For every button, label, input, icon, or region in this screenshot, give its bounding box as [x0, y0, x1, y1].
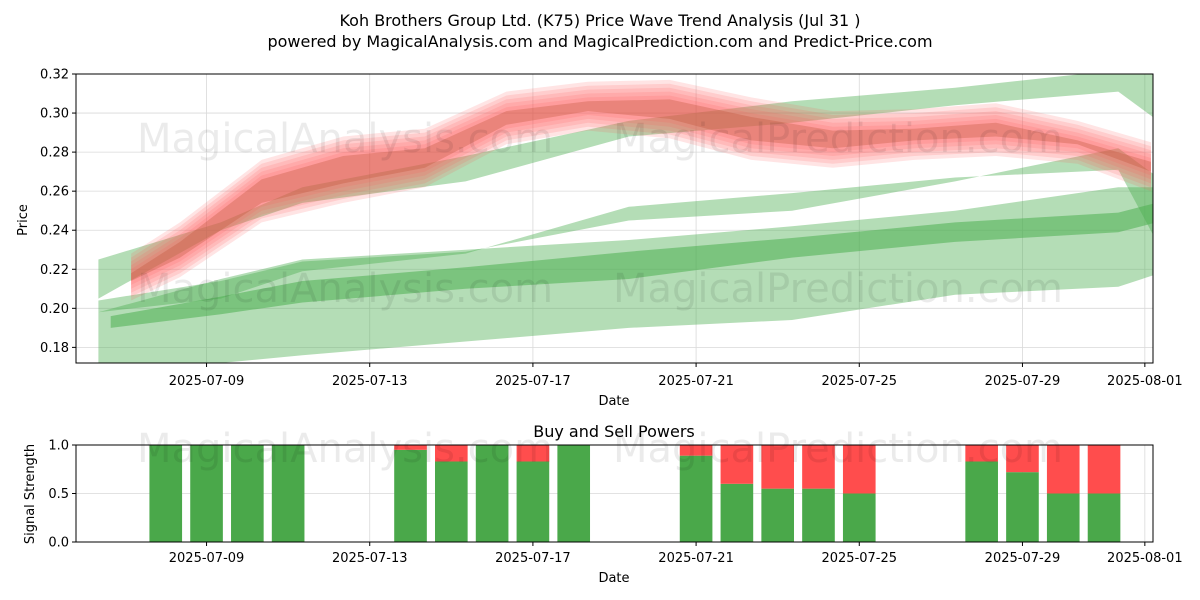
watermark-analysis-mid: MagicalAnalysis.com [137, 266, 553, 312]
sell-bar [720, 445, 754, 484]
buy-bar [965, 461, 998, 542]
powers-title: Buy and Sell Powers [533, 422, 695, 441]
sell-bar [802, 445, 835, 489]
watermark-analysis-bottom: MagicalAnalysis.com [137, 426, 553, 472]
price-ytick-label: 0.32 [40, 68, 69, 83]
buy-bar [475, 445, 509, 542]
price-ytick-label: 0.26 [40, 185, 69, 200]
powers-xtick-label: 2025-07-13 [332, 551, 408, 566]
chart-title: Koh Brothers Group Ltd. (K75) Price Wave… [339, 11, 860, 30]
powers-xtick-label: 2025-08-01 [1107, 551, 1183, 566]
price-ytick-label: 0.30 [40, 107, 69, 122]
powers-y-label: Signal Strength [23, 444, 38, 544]
price-bands [98, 74, 1153, 363]
price-axes: 0.18 0.20 0.22 0.24 0.26 0.28 0.30 0.32 2025-07-… [40, 68, 1183, 390]
buy-bar [679, 455, 713, 542]
red-wave-band [131, 95, 1152, 285]
buy-bar [271, 445, 305, 542]
powers-axes: 0.0 0.5 1.0 2025-07-09 2025-07-13 2025-07-17 2… [48, 439, 1182, 567]
price-xtick-label: 2025-07-29 [985, 374, 1061, 389]
powers-xtick-label: 2025-07-17 [495, 551, 571, 566]
sell-bar [842, 445, 876, 494]
powers-watermarks: MagicalAnalysis.com MagicalPrediction.co… [137, 426, 1063, 472]
price-ytick-label: 0.18 [40, 341, 69, 356]
price-plot-frame [75, 73, 1154, 364]
price-ytick-label: 0.22 [40, 263, 69, 278]
price-xtick-label: 2025-07-17 [495, 374, 571, 389]
sell-bar [965, 445, 998, 462]
green-wave-band [110, 203, 1153, 328]
red-wave-band [131, 91, 1152, 289]
red-wave-band [131, 83, 1152, 297]
sell-bar [1046, 445, 1080, 494]
buy-bar [190, 445, 223, 542]
sell-bar [394, 445, 427, 450]
buy-bar [435, 461, 468, 542]
buy-bar [1006, 472, 1039, 542]
buy-bar [1087, 493, 1121, 542]
buy-bar [557, 445, 591, 542]
powers-ytick-label: 0.5 [48, 487, 69, 502]
powers-bars [149, 445, 1121, 542]
sell-bar [1006, 445, 1039, 473]
price-xtick-label: 2025-07-09 [169, 374, 245, 389]
price-xtick-label: 2025-08-01 [1107, 374, 1183, 389]
powers-xtick-label: 2025-07-25 [821, 551, 897, 566]
buy-bar [516, 461, 550, 542]
sell-bar [516, 445, 550, 462]
green-wave-band [98, 74, 1153, 299]
price-xtick-label: 2025-07-25 [821, 374, 897, 389]
red-wave-band [131, 87, 1152, 293]
watermark-prediction-top: MagicalPrediction.com [613, 116, 1063, 162]
powers-ytick-label: 0.0 [48, 536, 69, 551]
chart-subtitle: powered by MagicalAnalysis.com and Magic… [267, 32, 932, 51]
price-band-layer [98, 74, 1153, 363]
watermark-analysis-top: MagicalAnalysis.com [137, 116, 553, 162]
sell-bar [435, 445, 468, 462]
buy-bar [761, 488, 794, 542]
price-ytick-label: 0.28 [40, 146, 69, 161]
watermark-prediction-bottom: MagicalPrediction.com [613, 426, 1063, 472]
sell-bar [761, 445, 794, 489]
powers-xtick-label: 2025-07-21 [658, 551, 734, 566]
powers-xtick-label: 2025-07-29 [985, 551, 1061, 566]
price-xtick-label: 2025-07-21 [658, 374, 734, 389]
buy-bar [802, 488, 835, 542]
powers-xtick-label: 2025-07-09 [169, 551, 245, 566]
price-ytick-label: 0.20 [40, 302, 69, 317]
red-wave-band [131, 79, 1152, 301]
powers-x-label: Date [598, 571, 629, 586]
buy-bar [394, 449, 427, 542]
powers-ytick-label: 1.0 [48, 439, 69, 454]
watermark-prediction-mid: MagicalPrediction.com [613, 266, 1063, 312]
sell-bar [1087, 445, 1121, 494]
price-x-label: Date [598, 394, 629, 409]
sell-bar [679, 445, 713, 456]
price-watermarks: MagicalAnalysis.com MagicalPrediction.co… [137, 116, 1063, 312]
buy-bar [1046, 493, 1080, 542]
green-wave-band [98, 148, 1153, 313]
price-y-label: Price [16, 204, 31, 236]
price-ytick-label: 0.24 [40, 224, 69, 239]
buy-bar [231, 445, 264, 542]
price-xtick-label: 2025-07-13 [332, 374, 408, 389]
buy-bar [149, 445, 183, 542]
buy-bar [720, 483, 754, 542]
buy-bar [842, 493, 876, 542]
